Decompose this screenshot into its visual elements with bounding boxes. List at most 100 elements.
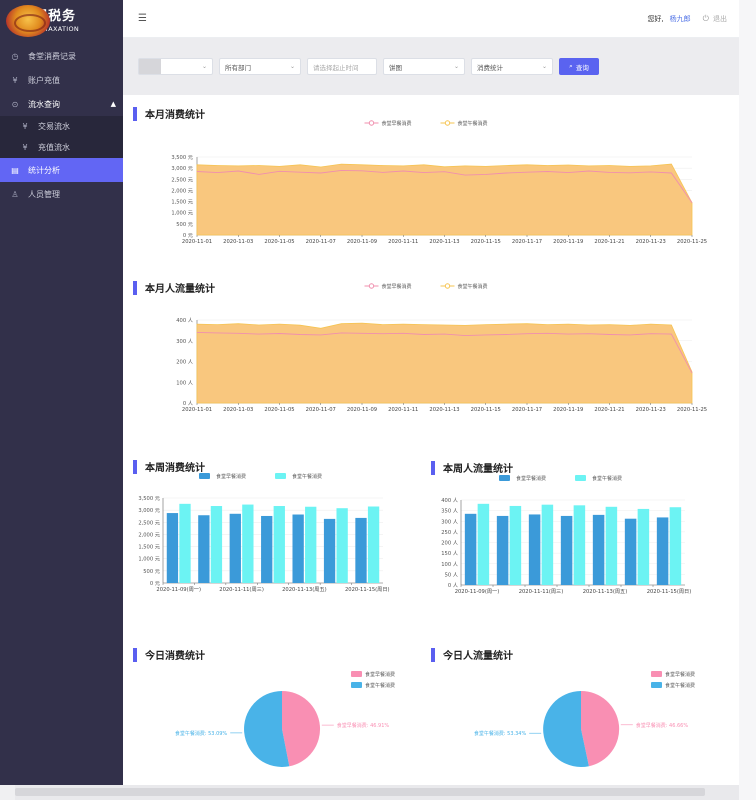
y-tick-label: 200 人	[176, 359, 193, 366]
legend-marker	[368, 283, 375, 289]
sidebar-item-label: 流水查询	[28, 99, 60, 109]
vertical-scrollbar[interactable]	[739, 0, 756, 800]
stat-type-select[interactable]: 消费统计 ⌄	[471, 58, 553, 75]
stat-type-value: 消费统计	[477, 63, 503, 72]
sidebar-item-flow-query[interactable]: ⊙ 流水查询 ▲	[0, 92, 123, 116]
sidebar-item-recharge[interactable]: ¥ 账户充值	[0, 68, 123, 92]
legend-marker	[651, 682, 662, 688]
query-button[interactable]: ⌕ 查询	[559, 58, 599, 75]
scrollbar-thumb[interactable]	[15, 788, 705, 796]
bar-lunch	[637, 508, 650, 585]
legend-marker	[444, 283, 451, 289]
legend-marker	[351, 671, 362, 677]
chart-type-value: 饼图	[389, 63, 402, 72]
x-tick-label: 2020-11-13(周五)	[282, 586, 327, 593]
y-tick-label: 400 人	[176, 317, 193, 324]
menu-toggle-icon[interactable]: ☰	[138, 13, 147, 24]
sidebar-item-label: 账户充值	[28, 75, 60, 85]
chart-type-select[interactable]: 饼图 ⌄	[383, 58, 465, 75]
username-link[interactable]: 杨九郎	[669, 14, 691, 23]
x-tick-label: 2020-11-17	[512, 407, 542, 413]
legend-label: 食堂午餐消费	[458, 120, 488, 127]
x-tick-label: 2020-11-19	[553, 239, 583, 245]
pie-label: 食堂早餐消费: 46.66%	[636, 722, 689, 729]
y-tick-label: 350 人	[441, 508, 458, 515]
logo-subtitle: CHINA TAXATION	[20, 24, 80, 33]
date-range-input[interactable]: 请选择起止时间	[307, 58, 377, 75]
x-tick-label: 2020-11-01	[182, 407, 212, 413]
logout-button[interactable]: ⏻ 退出	[703, 14, 727, 24]
bar-breakfast	[323, 518, 336, 583]
x-tick-label: 2020-11-13(周五)	[583, 588, 628, 595]
bar-lunch	[273, 506, 285, 583]
x-tick-label: 2020-11-07	[306, 239, 336, 245]
legend-marker	[368, 120, 375, 126]
x-tick-label: 2020-11-07	[306, 407, 336, 413]
x-tick-label: 2020-11-15(周日)	[647, 588, 692, 595]
legend-label: 食堂午餐消费	[458, 283, 488, 290]
x-tick-label: 2020-11-09(周一)	[455, 588, 500, 595]
y-tick-label: 2,000 元	[138, 531, 160, 538]
bar-lunch	[210, 506, 223, 583]
section-title: 今日人流量统计	[443, 651, 513, 662]
x-tick-label: 2020-11-03	[223, 239, 253, 245]
x-tick-label: 2020-11-15(周日)	[345, 586, 390, 593]
legend-label: 食堂午餐消费	[665, 682, 695, 689]
date-range-placeholder: 请选择起止时间	[313, 63, 359, 72]
clock-icon: ◷	[11, 51, 19, 61]
x-tick-label: 2020-11-05	[264, 239, 294, 245]
horizontal-scrollbar[interactable]	[15, 785, 739, 800]
section-today-consume: 今日消费统计	[133, 647, 205, 662]
search-icon: ⌕	[569, 62, 573, 70]
sidebar-item-personnel[interactable]: ♙ 人员管理	[0, 182, 123, 206]
x-tick-label: 2020-11-21	[594, 239, 624, 245]
bar-breakfast	[292, 514, 304, 583]
section-title: 本周人流量统计	[443, 464, 513, 475]
bar-breakfast	[166, 513, 179, 583]
sidebar-submenu: ¥ 交易流水 ¥ 充值流水	[0, 116, 123, 158]
x-tick-label: 2020-11-15	[471, 407, 501, 413]
x-tick-label: 2020-11-09	[347, 407, 377, 413]
bar-breakfast	[229, 513, 241, 583]
user-icon: ♙	[11, 189, 19, 199]
y-tick-label: 500 元	[143, 568, 160, 575]
legend-label: 食堂早餐消费	[665, 671, 695, 678]
section-title: 本月消费统计	[145, 110, 205, 121]
sidebar-item-canteen-records[interactable]: ◷ 食堂消费记录	[0, 44, 123, 68]
bar-breakfast	[560, 515, 573, 585]
logo[interactable]: 中国税务 CHINA TAXATION	[0, 0, 123, 42]
pie-label: 食堂午餐消费: 53.34%	[474, 730, 527, 737]
bar-breakfast	[464, 513, 477, 585]
department-select[interactable]: 所有部门 ⌄	[219, 58, 301, 75]
legend-label: 食堂早餐消费	[516, 475, 546, 482]
bar-lunch	[509, 505, 522, 585]
legend-marker	[351, 682, 362, 688]
sidebar-item-label: 交易流水	[38, 122, 70, 131]
legend-marker	[651, 671, 662, 677]
bar-lunch	[541, 504, 554, 585]
pie-slice	[543, 691, 589, 767]
chevron-up-icon: ▲	[110, 100, 116, 108]
sidebar-item-transaction-flow[interactable]: ¥ 交易流水	[0, 116, 123, 137]
tax-emblem-icon	[6, 5, 50, 37]
sidebar-nav: ◷ 食堂消费记录 ¥ 账户充值 ⊙ 流水查询 ▲ ¥ 交易流水 ¥ 充值流水	[0, 44, 123, 206]
y-tick-label: 1,000 元	[171, 210, 193, 217]
bar-breakfast	[528, 514, 541, 585]
y-tick-label: 3,500 元	[138, 495, 160, 502]
canteen-select[interactable]: ⌄	[138, 58, 213, 75]
chevron-down-icon: ⌄	[201, 63, 207, 70]
x-tick-label: 2020-11-23	[636, 239, 666, 245]
section-today-flow: 今日人流量统计	[431, 647, 513, 662]
sidebar-item-recharge-flow[interactable]: ¥ 充值流水	[0, 137, 123, 158]
bar-lunch	[305, 506, 317, 583]
chevron-down-icon: ⌄	[289, 63, 295, 70]
bar-lunch	[367, 506, 380, 583]
pie-label: 食堂午餐消费: 53.09%	[175, 730, 228, 737]
x-tick-label: 2020-11-09	[347, 239, 377, 245]
section-week-consume: 本周消费统计	[133, 459, 205, 474]
chevron-down-icon: ⌄	[453, 63, 459, 70]
bar-lunch	[669, 507, 682, 585]
sidebar-item-statistics[interactable]: ▤ 统计分析	[0, 158, 123, 182]
section-title: 今日消费统计	[145, 651, 205, 662]
target-icon: ⊙	[11, 99, 19, 109]
